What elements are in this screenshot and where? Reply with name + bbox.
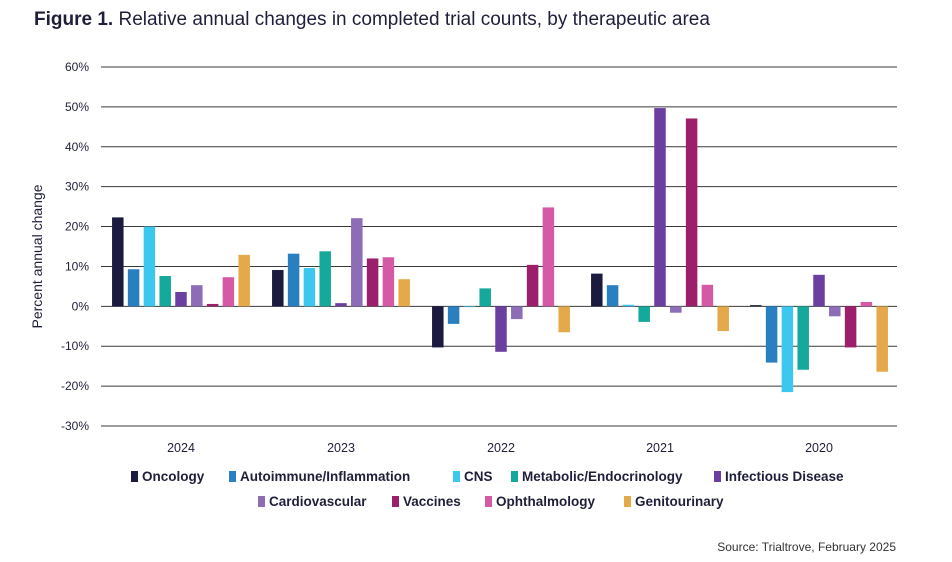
bar [191, 285, 203, 307]
legend-swatch [624, 496, 631, 507]
y-tick-label: 30% [65, 180, 89, 194]
bar [272, 270, 284, 307]
bar [143, 226, 156, 307]
legend-label: Vaccines [403, 494, 461, 509]
bar [303, 268, 316, 307]
bar [638, 306, 650, 322]
bar [558, 306, 570, 333]
bar [781, 306, 794, 393]
y-tick-label: -10% [61, 339, 89, 353]
bar [765, 306, 778, 363]
figure-title-lead: Figure 1. [34, 9, 114, 30]
legend-label: CNS [464, 469, 493, 484]
bar [542, 207, 555, 307]
x-tick-label: 2022 [487, 441, 515, 455]
bar [829, 306, 841, 317]
y-tick-label: 20% [65, 220, 89, 234]
bar [366, 258, 379, 307]
bar [127, 269, 140, 307]
bar [511, 306, 523, 320]
bar [813, 274, 825, 307]
bar [606, 285, 619, 307]
bar [432, 306, 444, 348]
y-axis-title: Percent annual change [29, 184, 45, 328]
bar [398, 279, 410, 307]
legend-label: Autoimmune/Inflammation [240, 469, 410, 484]
legend-swatch [511, 471, 518, 482]
bar [447, 306, 460, 324]
legend-label: Infectious Disease [725, 469, 844, 484]
bar [287, 253, 300, 307]
x-tick-label: 2023 [327, 441, 355, 455]
y-tick-label: 0% [72, 299, 90, 313]
bar [351, 218, 363, 307]
legend-label: Oncology [142, 469, 205, 484]
bar [479, 288, 491, 307]
y-tick-label: 50% [65, 100, 89, 114]
legend-swatch [392, 496, 399, 507]
bar [685, 118, 698, 307]
bar [750, 305, 762, 307]
bar [112, 217, 124, 307]
bar [159, 276, 171, 307]
source-note: Source: Trialtrove, February 2025 [717, 540, 896, 554]
bar [222, 277, 235, 307]
legend-swatch [258, 496, 265, 507]
legend-swatch [131, 471, 138, 482]
legend-label: Cardiovascular [269, 494, 367, 509]
figure-title-text: Relative annual changes in completed tri… [113, 9, 710, 30]
bar [206, 303, 219, 307]
axes: 60% 50% 40% 30% 20% 10% 0% -10% -20% -30% Percent … [29, 60, 833, 455]
legend-label: Genitourinary [635, 494, 724, 509]
bar [463, 306, 476, 308]
bar [495, 306, 507, 352]
bar [717, 306, 729, 332]
bar [844, 306, 857, 348]
bar [701, 284, 714, 307]
bar [622, 304, 635, 307]
figure-title: Figure 1. Relative annual changes in com… [34, 9, 710, 31]
legend-label: Ophthalmology [496, 494, 595, 509]
y-tick-label: -20% [61, 379, 89, 393]
bar [876, 306, 888, 372]
bar [175, 291, 187, 307]
bar [670, 306, 682, 313]
gridlines [101, 66, 897, 427]
bar [335, 303, 347, 307]
bar [860, 301, 873, 307]
y-tick-label: -30% [61, 419, 89, 433]
x-tick-label: 2024 [167, 441, 195, 455]
x-tick-label: 2020 [805, 441, 833, 455]
bar [238, 254, 250, 307]
bar [797, 306, 809, 370]
legend-swatch [453, 471, 460, 482]
bar [319, 251, 331, 307]
y-tick-label: 10% [65, 259, 89, 273]
bar [382, 257, 395, 307]
legend-label: Metabolic/Endocrinology [522, 469, 683, 484]
legend-swatch [485, 496, 492, 507]
x-tick-label: 2021 [646, 441, 674, 455]
bar [591, 273, 603, 307]
bars [112, 108, 888, 393]
bar [526, 264, 539, 307]
legend-swatch [229, 471, 236, 482]
y-tick-label: 40% [65, 140, 89, 154]
legend: Oncology Autoimmune/Inflammation CNS Metabo… [131, 469, 844, 509]
legend-swatch [714, 471, 721, 482]
y-tick-label: 60% [65, 60, 89, 74]
bar [654, 108, 666, 307]
